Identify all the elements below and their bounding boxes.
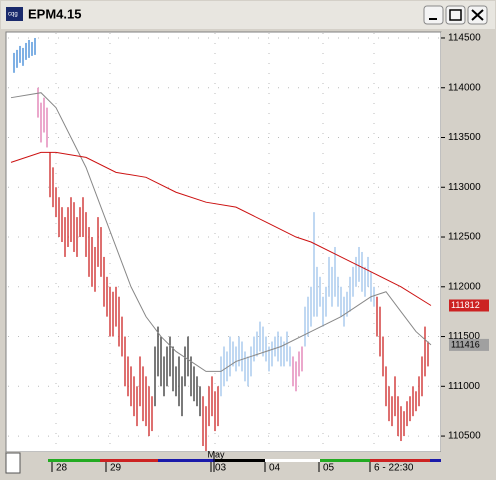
x-tick-label: 03 [215,463,227,474]
last-price-tag [449,338,489,351]
session-bar [158,459,215,462]
title-bar [1,1,495,29]
minimize-button[interactable] [423,5,444,25]
window-title: EPM4.15 [28,6,81,21]
y-tick-label: 114500 [448,33,481,44]
session-bar [370,459,430,462]
window-buttons [423,5,488,25]
month-label: May [207,449,225,459]
y-tick-label: 114000 [448,82,481,93]
x-tick-label: 29 [110,463,122,474]
close-icon [471,9,484,21]
y-tick-label: 113000 [448,182,481,193]
app-icon-label: cqg [8,12,18,18]
last-price-label: 111416 [451,339,480,349]
app-icon [6,7,23,21]
price-axis [441,32,491,452]
session-bar [265,459,320,462]
x-tick-label: 28 [56,463,68,474]
maximize-icon [449,9,462,21]
y-tick-label: 112000 [448,281,481,292]
session-bar [48,459,100,462]
maximize-button[interactable] [445,5,466,25]
x-tick-label: 05 [323,463,335,474]
scroll-box[interactable] [5,452,21,474]
moving-average [10,92,432,372]
time-strip [5,452,491,476]
x-tick-label: 6 - 22:30 [374,463,414,474]
plot-area [5,31,442,453]
y-tick-label: 111500 [448,331,480,342]
y-tick-label: 113500 [448,132,481,143]
y-tick-label: 112500 [448,232,481,243]
session-bar [100,459,158,462]
last-price-tag [449,299,489,312]
session-bar [320,459,370,462]
session-bar [430,459,441,462]
session-bar [215,459,265,462]
moving-average [10,151,432,306]
last-price-label: 111812 [451,300,480,310]
x-tick-label: 04 [269,463,281,474]
y-tick-label: 110500 [448,431,481,442]
time-strip-bg [6,452,491,476]
y-tick-label: 111000 [448,381,480,392]
